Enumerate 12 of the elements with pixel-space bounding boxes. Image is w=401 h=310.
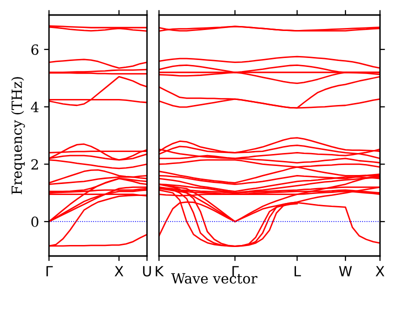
y-tick-label: 2 — [31, 159, 38, 170]
y-axis-title: Frequency (THz) — [11, 77, 25, 194]
x-tick-label: Γ — [46, 266, 53, 276]
y-tick-label: 0 — [31, 216, 38, 228]
y-tick-label: 4 — [30, 102, 39, 112]
x-tick-label: W — [339, 266, 352, 276]
x-tick-label: L — [294, 266, 301, 276]
x-tick-label: K — [156, 266, 164, 276]
x-tick-label: X — [376, 266, 384, 276]
x-tick-label: X — [114, 266, 124, 276]
y-tick-label: 6 — [31, 44, 38, 55]
x-tick-label: U — [143, 266, 151, 276]
